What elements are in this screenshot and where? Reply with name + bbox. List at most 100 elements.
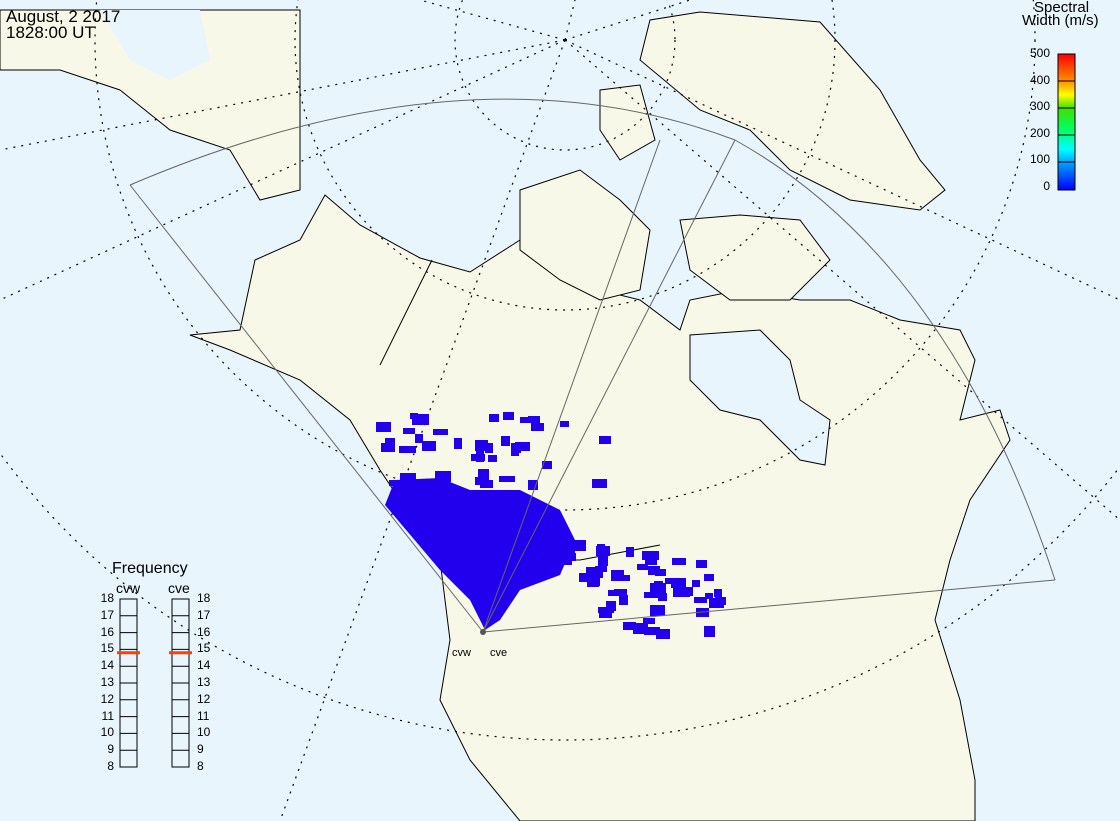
frequency-tick: 8 bbox=[197, 759, 204, 773]
scatter-cell bbox=[565, 546, 574, 553]
freq-cve-label: cve bbox=[168, 580, 190, 596]
scatter-cell bbox=[626, 547, 634, 557]
frequency-tick: 15 bbox=[197, 641, 211, 656]
scatter-cell bbox=[598, 555, 608, 566]
scatter-cell bbox=[560, 559, 572, 565]
scatter-cell bbox=[692, 580, 700, 587]
scatter-cell bbox=[599, 607, 612, 618]
colorbar-title-1: Spectral bbox=[1034, 0, 1090, 16]
scatter-cell bbox=[410, 413, 418, 419]
scatter-cell bbox=[696, 560, 707, 568]
scatter-cell bbox=[642, 551, 659, 560]
colorbar bbox=[1057, 53, 1076, 191]
scatter-cell bbox=[704, 574, 714, 581]
frequency-tick: 10 bbox=[100, 725, 114, 740]
scatter-cell bbox=[672, 558, 686, 565]
scatter-cell bbox=[608, 590, 619, 596]
scatter-cell bbox=[434, 487, 442, 495]
fov-outer-arc bbox=[129, 98, 1056, 581]
scatter-cell bbox=[480, 480, 493, 488]
scatter-cell bbox=[633, 623, 648, 634]
scatter-data bbox=[376, 412, 726, 639]
time-label: 1828:00 UT bbox=[6, 23, 95, 42]
scatter-cell bbox=[570, 540, 586, 551]
frequency-tick: 12 bbox=[197, 691, 211, 706]
scatter-cell bbox=[435, 471, 451, 482]
scatter-cell bbox=[454, 438, 462, 449]
scatter-cell bbox=[650, 605, 665, 616]
scatter-cell bbox=[488, 455, 497, 462]
frequency-tick: 13 bbox=[100, 675, 114, 689]
scatter-cell bbox=[619, 595, 628, 605]
frequency-tick: 17 bbox=[197, 607, 211, 622]
scatter-cell bbox=[528, 416, 540, 423]
scatter-cell bbox=[671, 578, 686, 588]
scatter-cell bbox=[485, 443, 493, 453]
colorbar-tick: 500 bbox=[1029, 46, 1050, 60]
greenland-land bbox=[639, 11, 946, 211]
frequency-tick: 12 bbox=[100, 691, 114, 706]
scatter-cell bbox=[567, 553, 576, 561]
freq-cvw-label: cvw bbox=[116, 580, 141, 596]
scatter-cell bbox=[475, 440, 488, 451]
scatter-cell bbox=[658, 593, 667, 601]
scatter-cell bbox=[531, 423, 544, 431]
scatter-cell bbox=[412, 414, 429, 425]
scatter-cell bbox=[599, 436, 611, 444]
scatter-cell bbox=[415, 434, 423, 443]
scatter-cell bbox=[411, 489, 423, 496]
scatter-cell bbox=[376, 422, 391, 432]
arctic-islands bbox=[519, 84, 831, 301]
north-america-land bbox=[189, 194, 1011, 821]
scatter-cell bbox=[637, 564, 648, 570]
scatter-cell bbox=[471, 454, 485, 461]
frequency-tick: 16 bbox=[197, 624, 211, 639]
scatter-cell bbox=[673, 587, 690, 597]
scatter-cell bbox=[501, 436, 510, 446]
scatter-cell bbox=[714, 589, 722, 597]
frequency-tick: 14 bbox=[197, 658, 211, 673]
land-masses bbox=[0, 9, 1011, 821]
alaska-sea-inlet bbox=[100, 10, 210, 80]
scatter-cell bbox=[542, 461, 552, 469]
scatter-cell bbox=[614, 589, 627, 596]
scatter-cell bbox=[389, 480, 397, 486]
colorbar-tick: 200 bbox=[1029, 125, 1050, 140]
scatter-cell bbox=[694, 597, 707, 603]
scatter-cell bbox=[645, 558, 657, 565]
scatter-cell bbox=[381, 443, 395, 452]
colorbar-tick: 0 bbox=[1043, 178, 1050, 193]
frequency-tick: 17 bbox=[100, 607, 114, 622]
colorbar-title-2: Width (m/s) bbox=[1022, 12, 1099, 29]
frequency-tick: 13 bbox=[197, 675, 211, 689]
scatter-cell bbox=[683, 587, 693, 596]
scatter-cell bbox=[520, 417, 532, 423]
frequency-tick: 8 bbox=[107, 759, 114, 773]
scatter-cell bbox=[385, 438, 395, 445]
scatter-cell bbox=[560, 421, 569, 427]
frequency-tick: 9 bbox=[107, 742, 114, 757]
scatter-cell bbox=[503, 412, 514, 420]
scatter-cell bbox=[586, 567, 603, 578]
frequency-tick: 15 bbox=[100, 641, 114, 656]
frequency-tick: 14 bbox=[100, 658, 114, 673]
frequency-bars bbox=[117, 598, 192, 768]
siberia-land bbox=[0, 9, 301, 201]
scatter-cell bbox=[433, 429, 448, 435]
scatter-cell bbox=[715, 597, 726, 605]
radar-fields-of-view bbox=[129, 98, 1056, 633]
scatter-cell bbox=[665, 578, 673, 584]
scatter-cell bbox=[619, 575, 630, 581]
scatter-cell bbox=[489, 414, 499, 422]
scatter-cell bbox=[644, 627, 660, 635]
scatter-cell bbox=[427, 481, 439, 488]
scatter-cell bbox=[655, 569, 666, 576]
scatter-cell bbox=[596, 546, 610, 556]
scatter-cell bbox=[611, 570, 624, 581]
scatter-cell bbox=[704, 626, 715, 637]
colorbar-tick: 300 bbox=[1029, 99, 1050, 113]
scatter-cell bbox=[579, 573, 591, 582]
frequency-tick: 18 bbox=[197, 591, 211, 605]
